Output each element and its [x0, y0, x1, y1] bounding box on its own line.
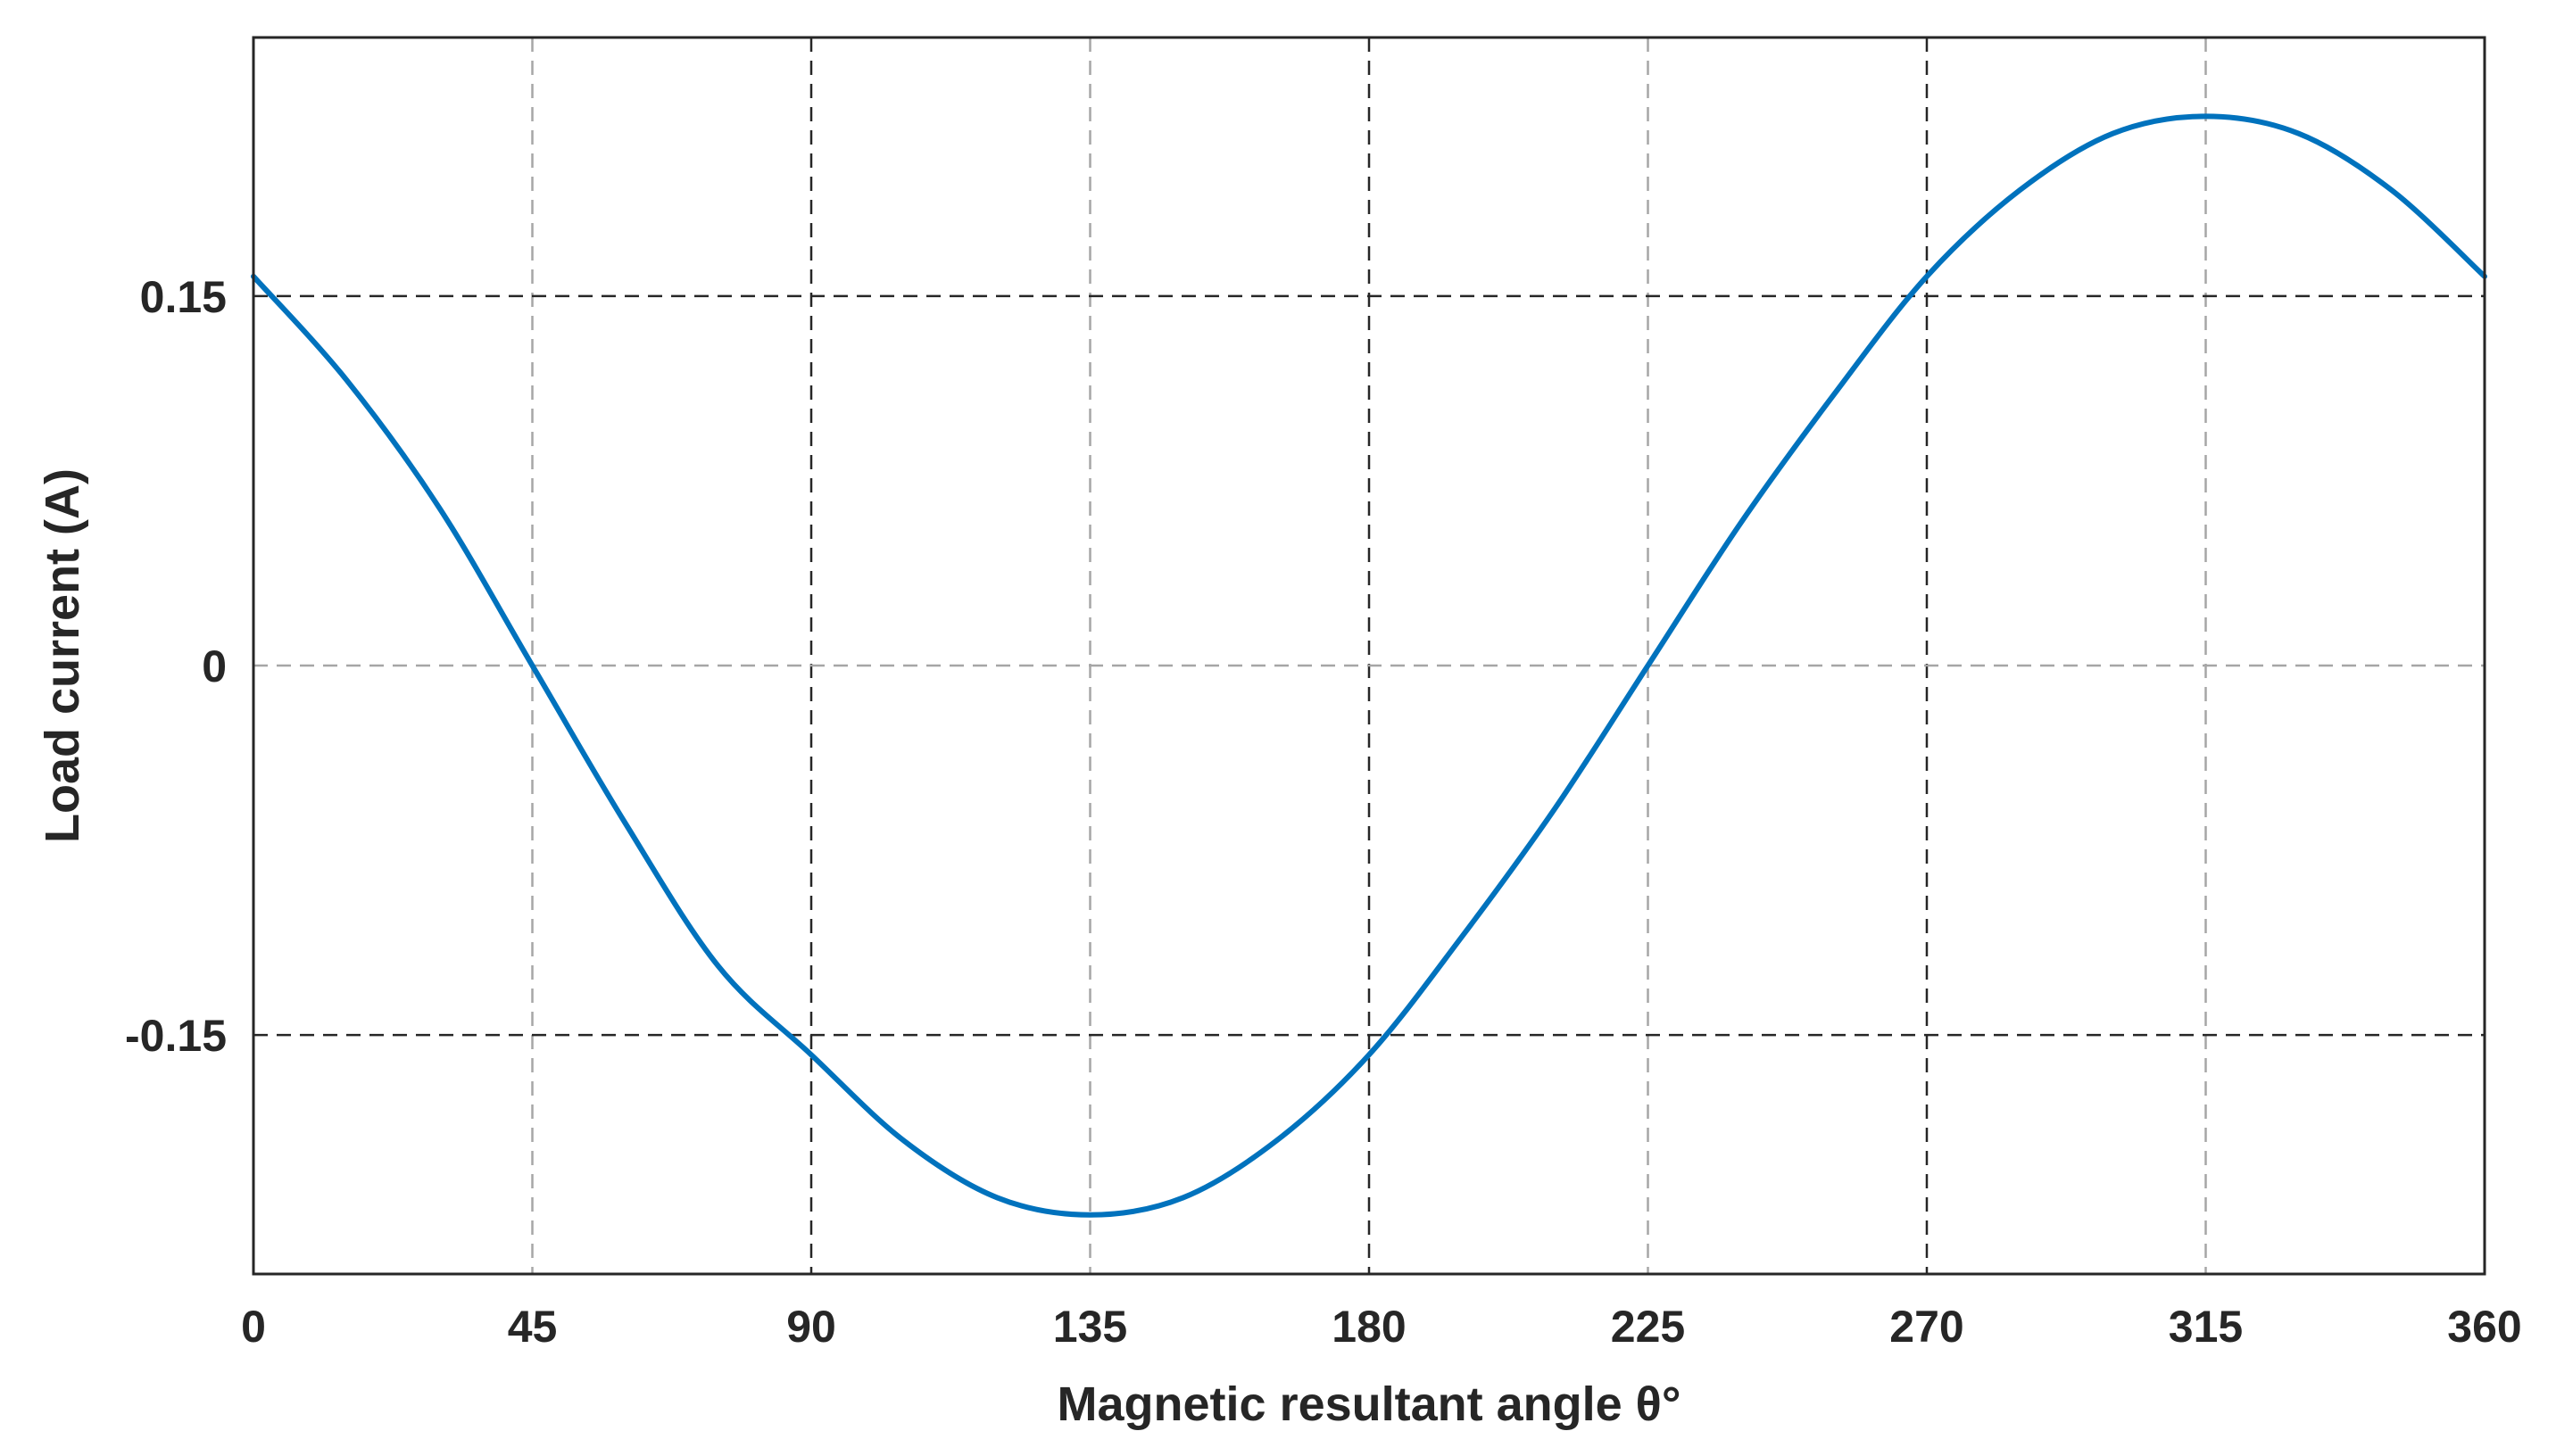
- y-tick-label: 0.15: [140, 272, 227, 322]
- x-tick-label: 45: [508, 1302, 558, 1352]
- y-tick-labels: -0.15 0 0.15: [125, 272, 227, 1061]
- x-tick-label: 90: [786, 1302, 836, 1352]
- x-tick-labels: 0 45 90 135 180 225 270 315 360: [241, 1302, 2522, 1352]
- y-tick-label: -0.15: [125, 1011, 227, 1061]
- series-line-0: [251, 113, 2487, 1218]
- y-gridlines: [253, 294, 2485, 1037]
- x-tick-label: 135: [1053, 1302, 1127, 1352]
- x-tick-label: 180: [1332, 1302, 1406, 1352]
- x-axis-title: Magnetic resultant angle θ°: [1058, 1377, 1681, 1431]
- plot-frame: [252, 36, 2486, 1276]
- x-gridlines: [531, 37, 2207, 1274]
- y-tick-label: 0: [202, 641, 227, 691]
- x-tick-label: 315: [2169, 1302, 2243, 1352]
- x-tick-label: 270: [1889, 1302, 1963, 1352]
- x-tick-label: 360: [2447, 1302, 2521, 1352]
- x-tick-label: 0: [241, 1302, 266, 1352]
- x-tick-label: 225: [1611, 1302, 1685, 1352]
- y-axis-title: Load current (A): [36, 468, 89, 843]
- series-layer: [251, 113, 2487, 1218]
